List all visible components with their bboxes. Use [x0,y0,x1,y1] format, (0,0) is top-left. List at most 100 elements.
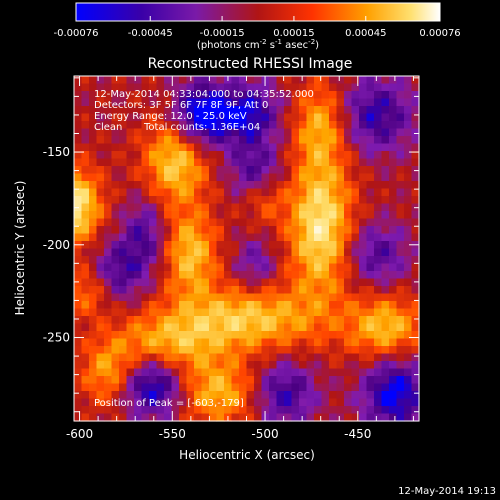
heatmap-cell [81,121,90,130]
heatmap-cell [179,241,188,250]
heatmap [74,76,420,422]
heatmap-cell [321,76,330,85]
heatmap-cell [104,376,113,385]
heatmap-cell [314,188,323,197]
heatmap-cell [89,181,98,190]
heatmap-cell [291,248,300,257]
heatmap-cell [74,391,83,400]
heatmap-cell [321,98,330,107]
heatmap-cell [284,308,293,317]
heatmap-cell [171,91,180,100]
heatmap-cell [314,286,323,295]
heatmap-cell [329,256,338,265]
heatmap-cell [359,346,368,355]
heatmap-cell [291,376,300,385]
heatmap-cell [89,158,98,167]
heatmap-cell [321,196,330,205]
heatmap-cell [366,188,375,197]
heatmap-cell [396,361,405,370]
heatmap-cell [209,263,218,272]
heatmap-cell [89,106,98,115]
heatmap-cell [216,121,225,130]
heatmap-cell [276,398,285,407]
heatmap-cell [194,83,203,92]
heatmap-cell [96,383,105,392]
heatmap-cell [179,301,188,310]
heatmap-cell [209,158,218,167]
heatmap-cell [164,368,173,377]
heatmap-cell [329,361,338,370]
heatmap-cell [96,173,105,182]
heatmap-cell [209,391,218,400]
heatmap-cell [216,233,225,242]
heatmap-cell [396,376,405,385]
heatmap-cell [239,211,248,220]
heatmap-cell [194,368,203,377]
heatmap-cell [81,361,90,370]
heatmap-cell [231,136,240,145]
heatmap-cell [104,173,113,182]
heatmap-cell [126,233,135,242]
heatmap-cell [329,368,338,377]
heatmap-cell [216,256,225,265]
heatmap-cell [89,211,98,220]
heatmap-cell [149,301,158,310]
heatmap-cell [104,323,113,332]
heatmap-cell [149,323,158,332]
heatmap-cell [321,151,330,160]
heatmap-cell [396,301,405,310]
heatmap-cell [111,316,120,325]
heatmap-cell [329,226,338,235]
heatmap-cell [171,181,180,190]
heatmap-cell [404,76,413,85]
heatmap-cell [194,308,203,317]
heatmap-cell [201,166,210,175]
y-tick-label: -200 [43,238,70,252]
heatmap-cell [336,391,345,400]
heatmap-cell [164,91,173,100]
heatmap-cell [336,406,345,415]
heatmap-cell [381,211,390,220]
heatmap-cell [164,143,173,152]
heatmap-cell [216,83,225,92]
heatmap-cell [164,188,173,197]
heatmap-cell [246,83,255,92]
heatmap-cell [96,83,105,92]
heatmap-cell [404,218,413,227]
heatmap-cell [81,211,90,220]
heatmap-cell [344,256,353,265]
heatmap-cell [306,98,315,107]
heatmap-cell [186,143,195,152]
heatmap-cell [216,376,225,385]
heatmap-cell [134,218,143,227]
heatmap-cell [269,188,278,197]
heatmap-cell [351,376,360,385]
heatmap-cell [276,158,285,167]
heatmap-cell [156,398,165,407]
heatmap-cell [149,286,158,295]
heatmap-cell [126,158,135,167]
heatmap-cell [359,98,368,107]
heatmap-cell [126,331,135,340]
heatmap-cell [216,383,225,392]
heatmap-cell [111,293,120,302]
heatmap-cell [246,151,255,160]
heatmap-cell [396,248,405,257]
heatmap-cell [179,211,188,220]
heatmap-cell [411,301,420,310]
heatmap-cell [186,391,195,400]
heatmap-cell [156,151,165,160]
heatmap-cell [81,136,90,145]
heatmap-cell [89,203,98,212]
heatmap-cell [134,241,143,250]
heatmap-cell [284,398,293,407]
heatmap-cell [306,323,315,332]
heatmap-cell [254,361,263,370]
heatmap-cell [149,316,158,325]
heatmap-cell [156,248,165,257]
heatmap-cell [314,308,323,317]
heatmap-cell [104,248,113,257]
heatmap-cell [104,301,113,310]
heatmap-cell [254,368,263,377]
heatmap-cell [269,143,278,152]
